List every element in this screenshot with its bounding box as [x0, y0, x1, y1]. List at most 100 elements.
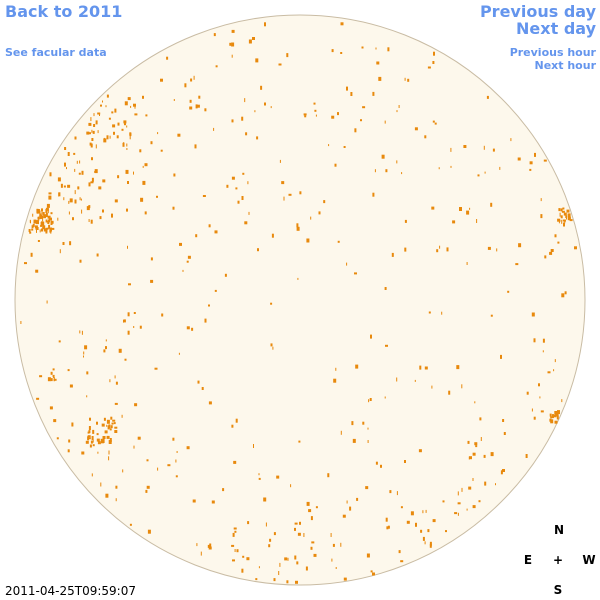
- facula: [424, 366, 428, 370]
- facula: [41, 221, 45, 226]
- facula: [425, 509, 427, 513]
- facula: [242, 172, 245, 175]
- facula: [91, 157, 93, 161]
- facula: [253, 444, 254, 448]
- facula: [50, 212, 53, 215]
- facula: [89, 142, 92, 146]
- facula: [103, 349, 106, 353]
- compass-north: N: [554, 523, 564, 537]
- facula: [553, 369, 555, 372]
- compass-center: +: [553, 553, 563, 567]
- facular-link[interactable]: See facular data: [5, 46, 107, 59]
- facula: [445, 530, 447, 533]
- back-link[interactable]: Back to 2011: [5, 2, 122, 21]
- facula: [106, 419, 110, 424]
- facula: [472, 505, 476, 509]
- facula: [28, 229, 31, 232]
- facula: [384, 120, 386, 124]
- facula: [100, 482, 102, 487]
- facula: [265, 522, 267, 527]
- next-day-link[interactable]: Next day: [516, 19, 597, 38]
- facula: [83, 351, 85, 355]
- facula: [95, 120, 98, 125]
- facula: [378, 76, 382, 81]
- facula: [127, 312, 130, 317]
- facula: [79, 160, 81, 164]
- facula: [463, 145, 467, 148]
- facula: [406, 520, 410, 524]
- facula: [45, 227, 48, 232]
- previous-hour-link[interactable]: Previous hour: [510, 46, 597, 59]
- facula: [146, 485, 150, 489]
- facula: [457, 502, 461, 505]
- facula: [484, 481, 487, 486]
- facula: [559, 212, 561, 217]
- facula: [150, 141, 153, 145]
- facula: [543, 159, 547, 162]
- facula: [248, 211, 250, 215]
- facula: [56, 437, 59, 440]
- facula: [97, 441, 101, 445]
- facula: [175, 459, 177, 463]
- facula: [87, 437, 91, 440]
- facula: [428, 311, 431, 314]
- facula: [367, 440, 369, 443]
- facula: [33, 219, 37, 224]
- facula: [37, 220, 38, 223]
- facula: [89, 132, 91, 135]
- facula: [550, 249, 554, 252]
- facula: [100, 440, 104, 444]
- facula: [91, 177, 94, 182]
- facula: [63, 185, 66, 188]
- facula: [376, 61, 380, 65]
- facula: [49, 217, 52, 221]
- facula: [313, 553, 317, 557]
- facula: [540, 198, 542, 202]
- facula: [434, 122, 437, 125]
- facula: [96, 253, 99, 257]
- facula: [346, 86, 348, 91]
- facula: [547, 371, 551, 374]
- facula: [427, 66, 431, 69]
- facula: [476, 219, 478, 223]
- facula: [398, 550, 401, 554]
- facula: [398, 105, 400, 108]
- facula: [232, 559, 235, 562]
- facula: [45, 213, 48, 217]
- facula: [47, 215, 51, 219]
- facula: [361, 46, 364, 49]
- facula: [99, 113, 100, 116]
- facula: [264, 22, 266, 27]
- facula: [39, 229, 41, 233]
- facula: [387, 47, 390, 52]
- facula: [384, 287, 387, 290]
- facula: [518, 243, 522, 248]
- facula: [102, 209, 104, 213]
- facula: [124, 101, 128, 106]
- facula: [396, 377, 398, 382]
- previous-day-link[interactable]: Previous day: [480, 2, 597, 21]
- facula: [196, 104, 200, 108]
- facula: [133, 171, 134, 175]
- facula: [222, 488, 225, 492]
- facula: [47, 221, 50, 224]
- facula: [331, 49, 334, 53]
- facula: [526, 391, 529, 395]
- facula: [34, 225, 38, 229]
- facula: [68, 211, 70, 215]
- facula: [525, 454, 528, 458]
- facula: [507, 290, 510, 293]
- facula: [124, 358, 127, 361]
- facula: [385, 169, 388, 173]
- facula: [490, 202, 493, 207]
- facula: [360, 119, 362, 122]
- facula: [566, 209, 570, 213]
- facula: [427, 529, 430, 533]
- facula: [461, 384, 463, 389]
- facula: [106, 94, 109, 98]
- facula: [534, 152, 536, 157]
- facula: [499, 166, 501, 170]
- facula: [244, 221, 248, 225]
- facula: [297, 532, 301, 536]
- next-hour-link[interactable]: Next hour: [535, 59, 597, 72]
